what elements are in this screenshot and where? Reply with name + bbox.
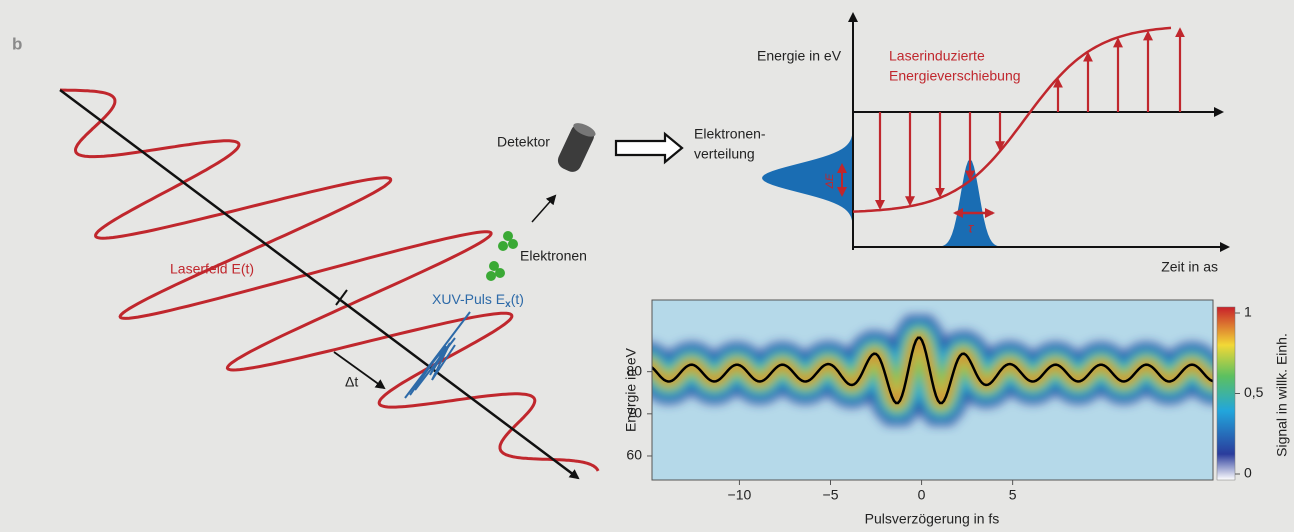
y-tick-label: 70: [626, 405, 642, 421]
shift-label-2: Energieverschiebung: [889, 68, 1021, 84]
x-tick-label: −10: [728, 487, 752, 503]
figure: b Δt Laserfeld E(t) XUV-Puls Ex(t) Elekt…: [0, 0, 1294, 532]
delay-label: Δt: [345, 374, 358, 390]
time-axis-label: Zeit in as: [1161, 259, 1218, 275]
colorbar-tick-label: 0: [1244, 465, 1252, 481]
xuv-label-end: (t): [511, 291, 524, 307]
y-tick-label: 60: [626, 447, 642, 463]
distribution-label-1: Elektronen-: [694, 126, 766, 142]
shift-label-1: Laserinduzierte: [889, 48, 985, 64]
x-axis-label: Pulsverzögerung in fs: [865, 511, 1000, 527]
spectrogram-image: [640, 300, 1224, 480]
delta-e-label: ΔE: [824, 173, 836, 189]
laser-label: Laserfeld E(t): [170, 261, 254, 277]
x-tick-label: 5: [1009, 487, 1017, 503]
colorbar-label: Signal in willk. Einh.: [1274, 333, 1290, 457]
y-tick-label: 80: [626, 362, 642, 378]
panel-label: b: [12, 34, 22, 53]
electrons-label: Elektronen: [520, 248, 587, 264]
colorbar-tick-label: 1: [1244, 304, 1252, 320]
detector-label: Detektor: [497, 134, 550, 150]
colorbar-tick-label: 0,5: [1244, 384, 1264, 400]
energy-axis-label: Energie in eV: [757, 48, 842, 64]
distribution-label-2: verteilung: [694, 146, 755, 162]
xuv-label-main: XUV-Puls E: [432, 291, 505, 307]
x-tick-label: −5: [823, 487, 839, 503]
page: {"panel_label": "b", "left": {"laser_lab…: [0, 0, 1294, 532]
x-tick-label: 0: [918, 487, 926, 503]
colorbar: [1217, 307, 1235, 480]
tau-label: τ: [968, 220, 974, 236]
